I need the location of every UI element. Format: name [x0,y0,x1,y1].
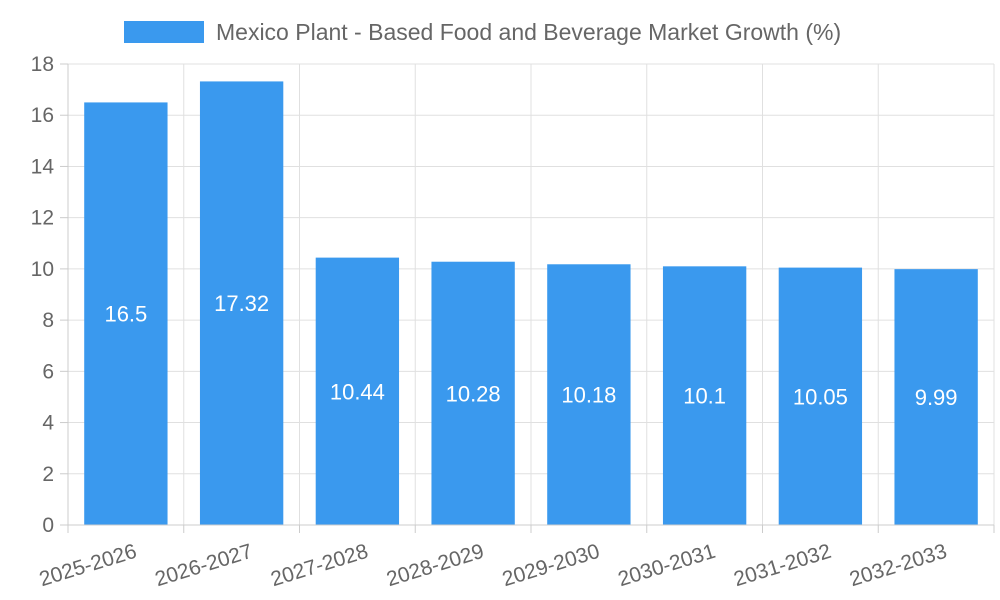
y-tick-label: 14 [31,155,55,178]
y-tick-label: 4 [42,412,54,435]
bar[interactable] [662,266,747,525]
bar-data-label: 16.5 [104,302,147,327]
legend-swatch [124,21,204,43]
bar[interactable] [315,257,400,525]
bar[interactable] [84,102,168,526]
y-tick-label: 0 [42,514,54,537]
bar[interactable] [547,264,631,525]
bar[interactable] [431,261,515,525]
x-tick-label: 2028-2029 [384,540,487,591]
y-tick-label: 12 [31,207,54,230]
x-tick-label: 2031-2032 [731,540,834,591]
bar-data-label: 10.1 [683,384,726,409]
bar-data-label: 10.05 [793,384,848,409]
legend-label: Mexico Plant - Based Food and Beverage M… [216,19,841,45]
y-tick-label: 16 [31,104,54,127]
x-tick-label: 2027-2028 [268,540,371,591]
x-tick-label: 2029-2030 [500,540,603,591]
bar-data-label: 10.18 [561,383,616,408]
bar-data-label: 9.99 [915,385,958,410]
y-tick-label: 2 [42,463,54,486]
x-tick-label: 2032-2033 [847,540,950,591]
y-tick-label: 18 [31,53,54,76]
bars: 16.5 17.32 10.44 10.28 10.18 10.1 10.05 9.99 [84,81,978,526]
bar[interactable] [894,269,978,525]
bar-data-label: 10.28 [446,381,501,406]
bar-data-label: 17.32 [214,291,269,316]
y-tick-label: 10 [31,258,54,281]
x-tick-label: 2025-2026 [37,540,140,591]
bar[interactable] [778,267,863,525]
bar-data-label: 10.44 [330,379,385,404]
legend[interactable]: Mexico Plant - Based Food and Beverage M… [124,19,841,45]
y-tick-label: 8 [42,309,54,332]
x-tick-label: 2026-2027 [152,540,255,591]
x-tick-label: 2030-2031 [615,540,718,591]
y-tick-label: 6 [42,360,54,383]
bar[interactable] [199,81,284,525]
